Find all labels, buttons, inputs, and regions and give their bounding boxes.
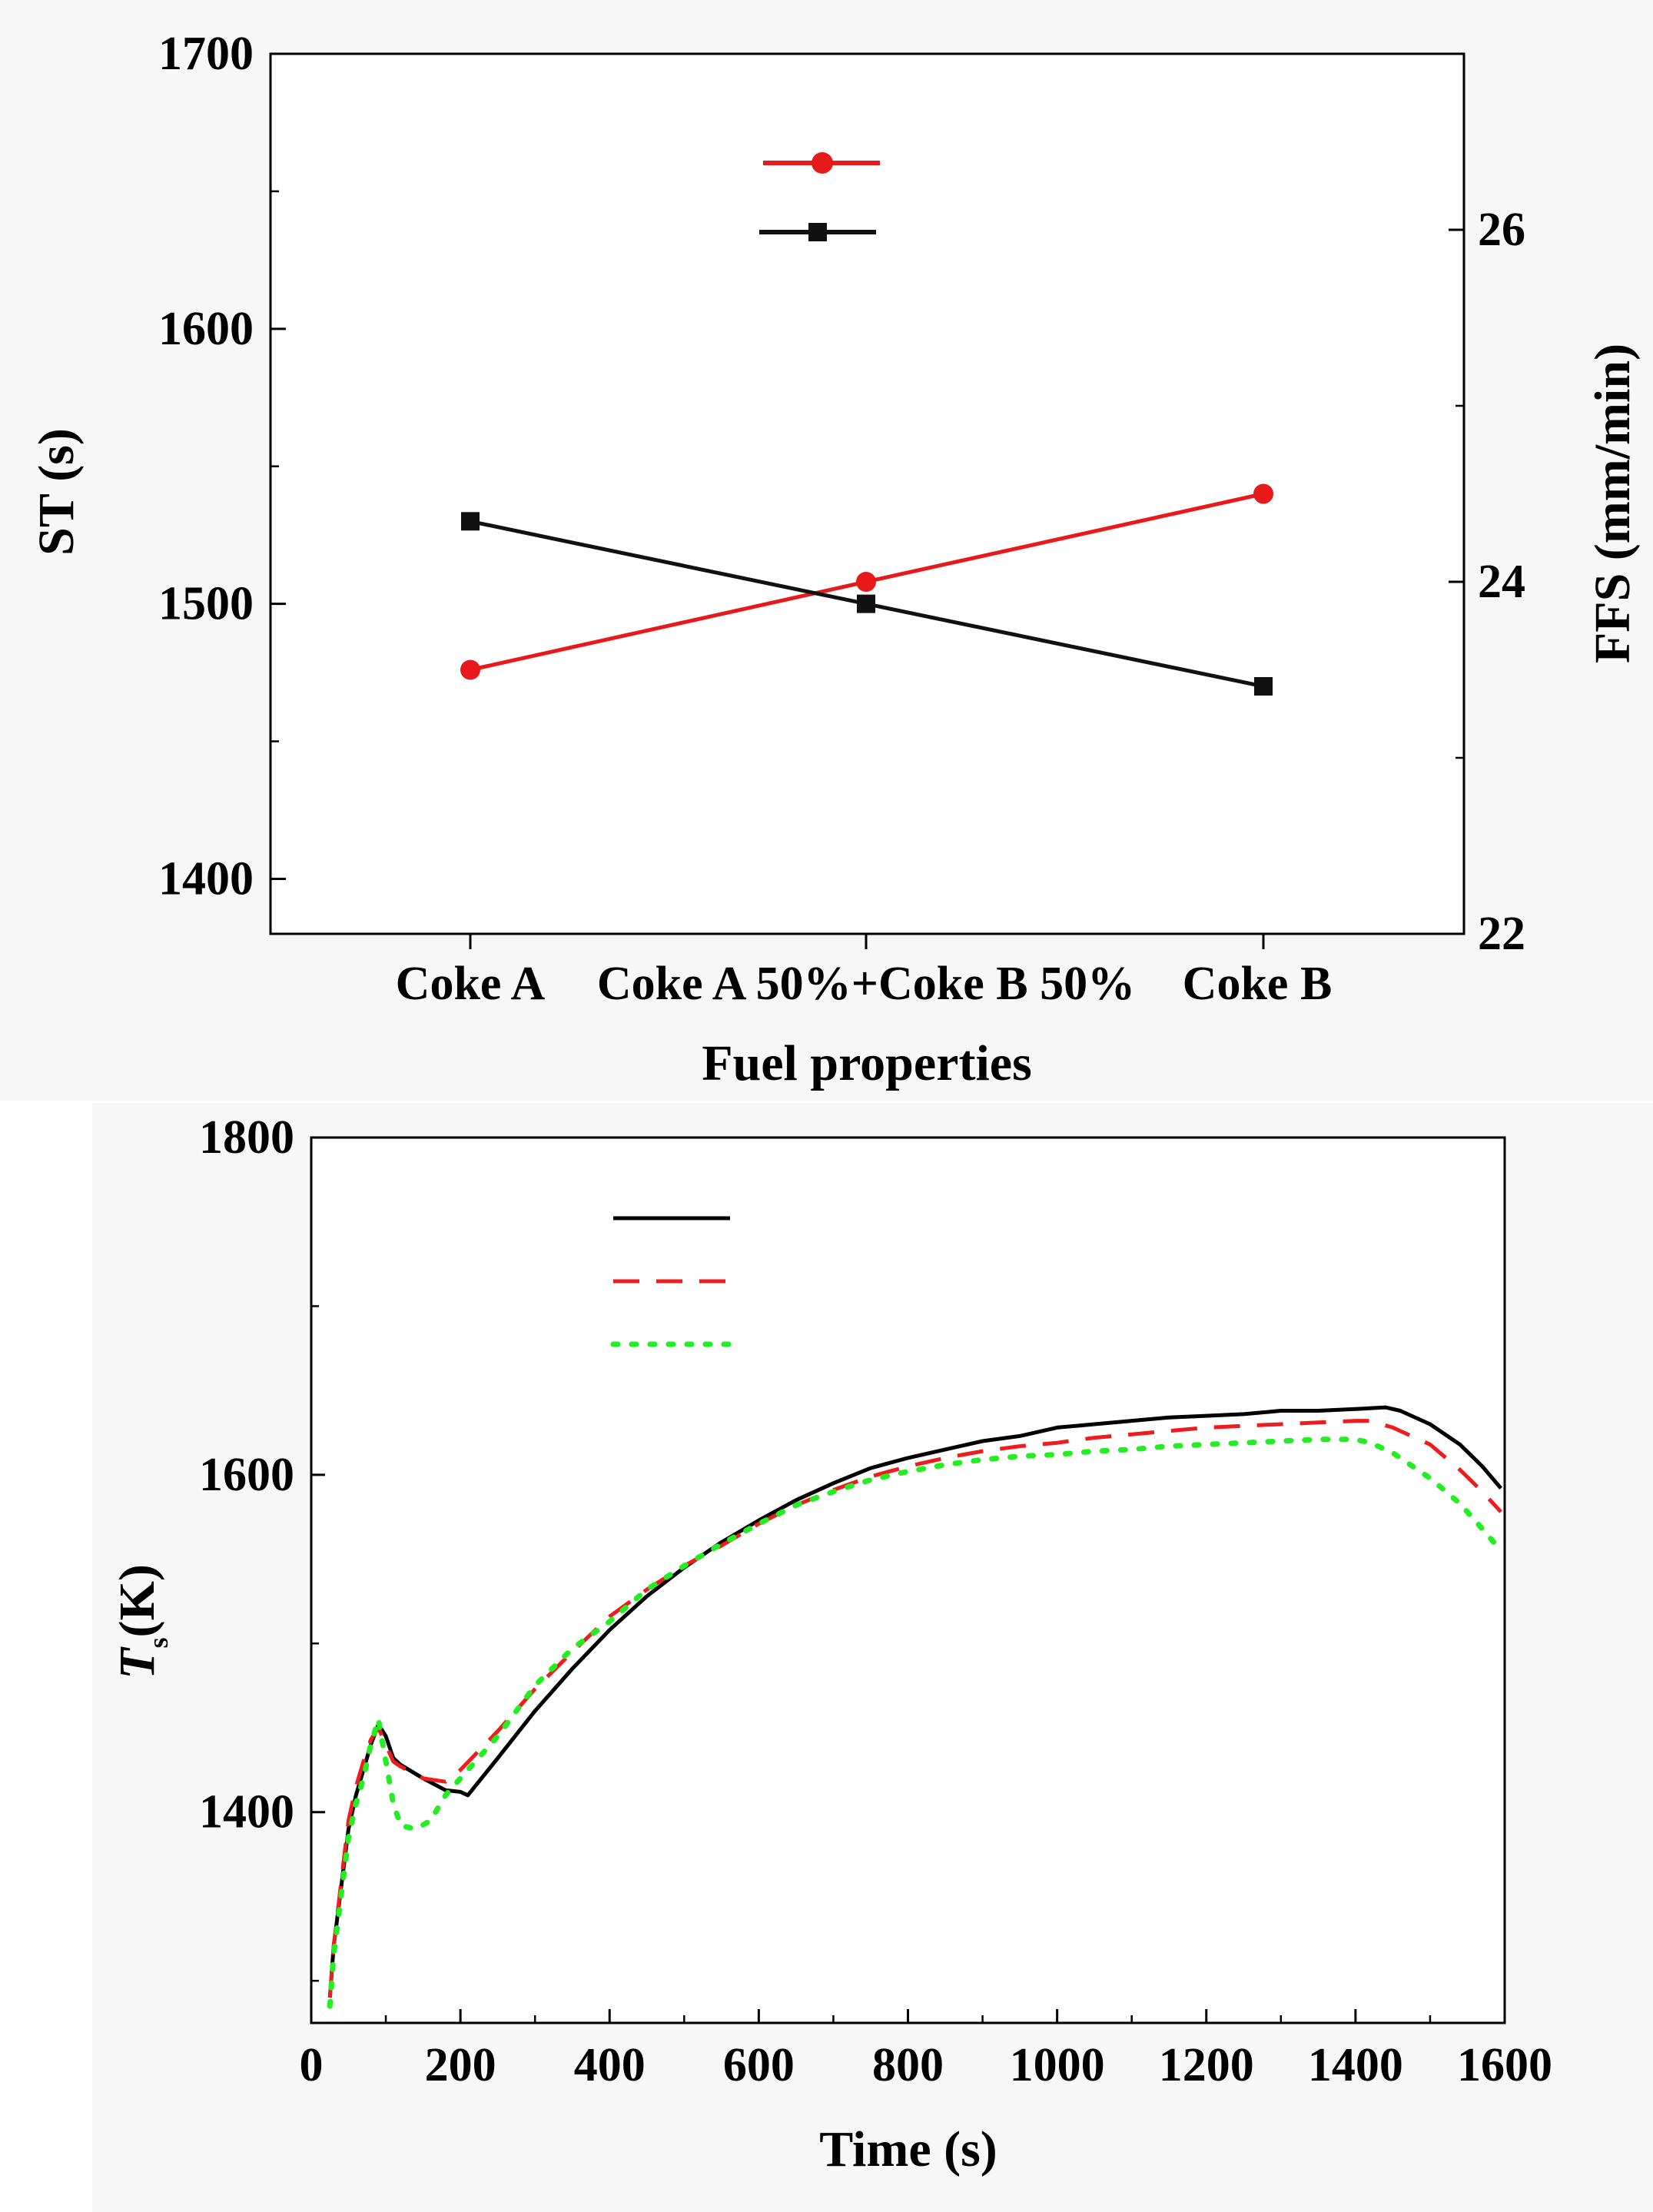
x-category-label: Coke B: [1183, 958, 1333, 1010]
left-y-tick-label: 1500: [158, 578, 254, 630]
y-tick-label: 1800: [199, 1111, 294, 1164]
left-y-tick-label: 1600: [158, 303, 254, 355]
panel-a-left-y-axis-title: ST (s): [28, 428, 85, 556]
left-y-tick-label: 1400: [158, 852, 254, 905]
x-tick-label: 800: [872, 2039, 944, 2091]
point-ffs: [1253, 483, 1273, 504]
y-title-symbol: T: [109, 1646, 165, 1679]
x-tick-label: 1600: [1457, 2039, 1552, 2091]
point-st: [857, 594, 875, 613]
x-tick-label: 0: [300, 2039, 324, 2091]
panel-a-right-y-axis-title: FFS (mm/min): [1585, 344, 1641, 663]
svg-text:Ts(K): Ts(K): [109, 1564, 174, 1679]
x-tick-label: 1400: [1308, 2039, 1403, 2091]
left-y-tick-label: 1700: [158, 28, 254, 80]
point-st: [461, 512, 480, 531]
point-ffs: [460, 659, 480, 680]
panel-a-plot-frame: [269, 52, 1465, 935]
panel-b-plot-frame: [310, 1136, 1506, 2024]
x-tick-label: 1200: [1159, 2039, 1254, 2091]
x-tick-label: 200: [425, 2039, 496, 2091]
panel-b-x-axis-title: Time (s): [819, 2121, 997, 2177]
y-title-unit: (K): [109, 1564, 165, 1637]
point-st: [1254, 676, 1273, 696]
panel-a-x-axis-title: Fuel properties: [702, 1035, 1032, 1091]
x-tick-label: 400: [574, 2039, 646, 2091]
x-category-label: Coke A: [396, 958, 546, 1010]
right-y-tick-label: 24: [1478, 556, 1525, 608]
y-title-subscript: s: [143, 1637, 174, 1648]
x-tick-label: 1000: [1010, 2039, 1105, 2091]
series-line-coke-b: [327, 1436, 1504, 2009]
y-tick-label: 1600: [199, 1449, 294, 1501]
right-y-tick-label: 26: [1478, 204, 1525, 256]
legend-swatch-ffs-marker: [812, 152, 833, 174]
x-category-label: Coke A 50%+Coke B 50%: [597, 958, 1135, 1010]
y-tick-label: 1400: [199, 1786, 294, 1838]
x-tick-label: 600: [723, 2039, 795, 2091]
panel-b-y-axis-title: Ts(K): [109, 1564, 174, 1679]
right-y-tick-label: 22: [1478, 908, 1525, 960]
point-ffs: [856, 572, 876, 592]
chart-marks: 1400 1500 1600 1700 22 24 26 Coke A Coke A 50%+C…: [158, 28, 1552, 2091]
legend-swatch-st-marker: [808, 223, 827, 241]
